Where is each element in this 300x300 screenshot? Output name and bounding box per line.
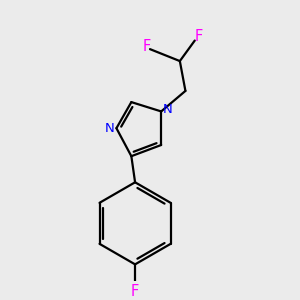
- Text: N: N: [105, 122, 115, 135]
- Text: F: F: [142, 39, 150, 54]
- Text: F: F: [131, 284, 139, 299]
- Text: F: F: [194, 29, 202, 44]
- Text: N: N: [163, 103, 172, 116]
